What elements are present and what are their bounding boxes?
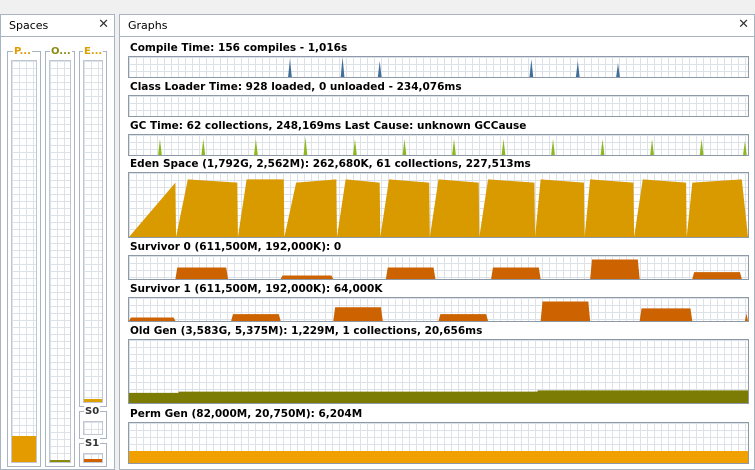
perm-area [129,451,748,463]
compile-spike-3 [529,59,534,77]
gc-spike-7 [501,139,506,155]
s0-block-5 [692,272,742,279]
space-s1: S1 [79,438,107,467]
graph-compile-title: Compile Time: 156 compiles - 1,016s [130,42,348,54]
s1-block-4 [540,301,591,321]
graph-old-plot [128,339,749,404]
compile-spike-1 [340,57,345,77]
space-perm: P... [7,46,41,467]
graph-s0-plot [128,255,749,280]
graph-perm-gen: Perm Gen (82,000M, 20,750M): 6,204M [120,408,754,468]
graph-survivor-1: Survivor 1 (611,500M, 192,000K): 64,000K [120,283,754,323]
graph-s1-title: Survivor 1 (611,500M, 192,000K): 64,000K [130,283,383,295]
space-old-fill [50,460,70,462]
gc-spike-1 [201,139,206,155]
graph-perm-plot [128,422,749,464]
gc-spike-0 [158,139,162,155]
s0-block-2 [385,267,436,279]
graph-s1-plot [128,297,749,322]
s0-block-4 [590,259,640,279]
space-perm-fill [12,435,36,462]
graph-compile-plot [128,56,749,78]
s1-block-5 [639,308,693,321]
space-old: O... [45,46,75,467]
graph-perm-title: Perm Gen (82,000M, 20,750M): 6,204M [130,408,363,420]
graph-eden-space: Eden Space (1,792G, 2,562M): 262,680K, 6… [120,158,754,238]
space-eden-label: E... [83,46,104,58]
graph-eden-plot [128,172,749,238]
gc-spike-2 [254,139,258,155]
graphs-close-icon[interactable]: ✕ [738,17,749,32]
s0-block-0 [175,267,229,279]
s1-block-0 [129,317,176,321]
graph-gc-plot [128,134,749,156]
spaces-panel: Spaces ✕ P... O... E... S0 S1 [0,14,115,470]
compile-spike-2 [377,61,382,77]
compile-spike-5 [616,63,620,77]
s1-block-2 [333,307,383,321]
space-s0: S0 [79,406,107,439]
gc-spike-11 [699,139,704,155]
graph-eden-title: Eden Space (1,792G, 2,562M): 262,680K, 6… [130,158,531,170]
gc-spike-3 [303,137,308,155]
gc-spike-12 [743,141,747,155]
space-s0-label: S0 [84,406,101,418]
spaces-tab[interactable]: Spaces ✕ [1,15,114,37]
s1-block-1 [231,314,281,321]
s0-block-3 [491,267,541,279]
gc-spike-6 [452,139,456,155]
graphs-tab-title: Graphs [128,19,168,32]
graph-gc-title: GC Time: 62 collections, 248,169ms Last … [130,120,527,132]
s1-block-6 [744,311,748,321]
graph-class-loader: Class Loader Time: 928 loaded, 0 unloade… [120,81,754,119]
graph-survivor-0: Survivor 0 (611,500M, 192,000K): 0 [120,241,754,281]
gc-spike-4 [353,139,357,155]
graphs-tab[interactable]: Graphs ✕ [120,15,754,37]
space-eden: E... [79,46,107,407]
s1-block-3 [438,314,489,321]
space-s1-label: S1 [84,438,101,450]
space-old-label: O... [50,46,72,58]
gc-spike-5 [402,139,407,155]
graphs-panel: Graphs ✕ Compile Time: 156 compiles - 1,… [119,14,755,470]
graph-compile-time: Compile Time: 156 compiles - 1,016s [120,42,754,80]
spaces-close-icon[interactable]: ✕ [98,17,109,32]
graph-classloader-title: Class Loader Time: 928 loaded, 0 unloade… [130,81,462,93]
graph-old-title: Old Gen (3,583G, 5,375M): 1,229M, 1 coll… [130,325,483,337]
compile-spike-4 [575,61,580,77]
gc-spike-8 [551,139,555,155]
eden-area [129,179,748,237]
graph-s0-title: Survivor 0 (611,500M, 192,000K): 0 [130,241,342,253]
gc-spike-10 [650,139,654,155]
s0-block-1 [280,275,334,279]
space-perm-label: P... [13,46,32,58]
graph-old-gen: Old Gen (3,583G, 5,375M): 1,229M, 1 coll… [120,325,754,405]
compile-spike-0 [288,59,292,77]
graph-gc-time: GC Time: 62 collections, 248,169ms Last … [120,120,754,158]
spaces-tab-title: Spaces [9,19,49,32]
space-eden-fill [84,399,102,402]
old-area [129,390,748,403]
graph-classloader-plot [128,95,749,117]
space-s1-fill [84,459,102,462]
gc-spike-9 [600,139,605,155]
